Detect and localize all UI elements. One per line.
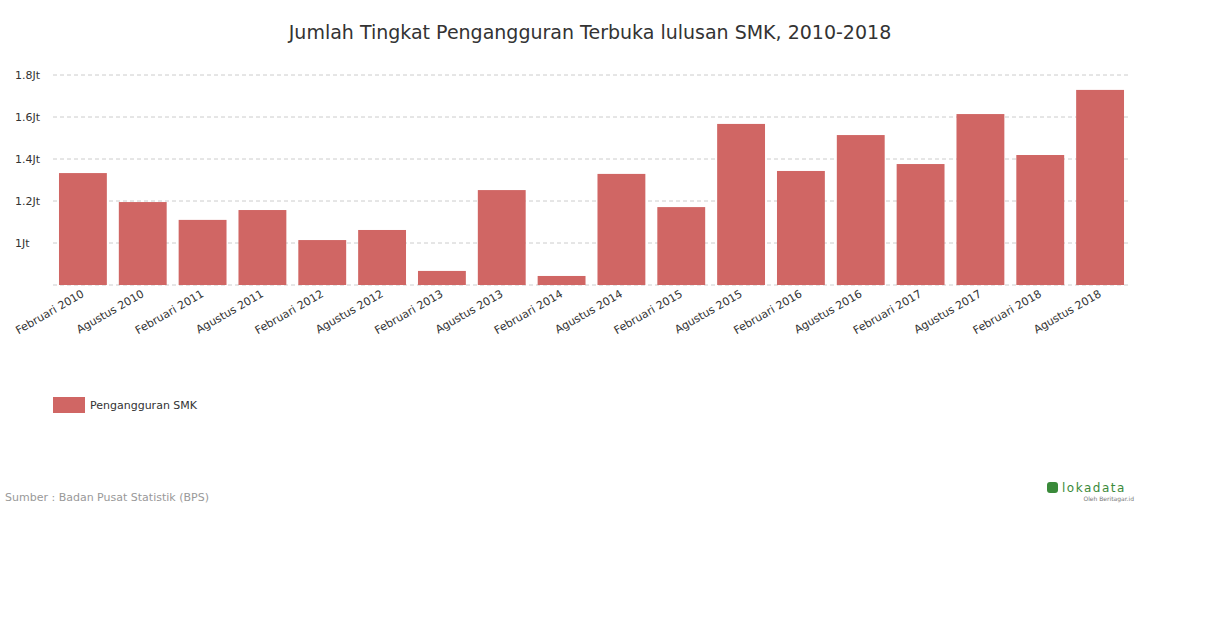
bar bbox=[179, 220, 227, 285]
x-tick-label: Februari 2017 bbox=[851, 287, 924, 337]
x-tick-label: Februari 2014 bbox=[492, 287, 565, 337]
bar bbox=[119, 202, 167, 285]
bar bbox=[478, 190, 526, 285]
bar bbox=[59, 173, 107, 285]
legend-label: Pengangguran SMK bbox=[90, 399, 198, 412]
bar bbox=[956, 114, 1004, 285]
bar bbox=[238, 210, 286, 285]
logo-icon bbox=[1047, 482, 1058, 493]
bar bbox=[777, 171, 825, 285]
legend-swatch bbox=[53, 397, 85, 413]
x-tick-label: Februari 2016 bbox=[731, 287, 804, 337]
bar bbox=[837, 135, 885, 285]
y-tick-label: 1.8Jt bbox=[15, 69, 41, 82]
y-tick-label: 1.6Jt bbox=[15, 111, 41, 124]
y-tick-label: 1.2Jt bbox=[15, 195, 41, 208]
bar bbox=[657, 207, 705, 285]
logo-subtext: Oleh Beritagar.id bbox=[1083, 495, 1134, 503]
bar bbox=[1016, 155, 1064, 285]
bar bbox=[897, 164, 945, 285]
bars bbox=[59, 90, 1124, 285]
source: Sumber : Badan Pusat Statistik (BPS) bbox=[5, 491, 209, 504]
bar bbox=[418, 271, 466, 285]
x-tick-label: Februari 2018 bbox=[971, 287, 1044, 337]
grid-line bbox=[53, 75, 1130, 76]
bar bbox=[538, 276, 586, 285]
x-tick-label: Februari 2012 bbox=[253, 287, 326, 337]
bar bbox=[717, 124, 765, 285]
y-tick-label: 1.4Jt bbox=[15, 153, 41, 166]
x-tick-label: Februari 2015 bbox=[612, 287, 685, 337]
y-tick-label: 1Jt bbox=[15, 237, 30, 250]
logo-text: lokadata bbox=[1062, 481, 1126, 495]
x-tick-label: Februari 2010 bbox=[13, 287, 86, 337]
bar bbox=[1076, 90, 1124, 285]
chart: Jumlah Tingkat Pengangguran Terbuka lulu… bbox=[0, 0, 1210, 628]
bar bbox=[597, 174, 645, 285]
bar bbox=[298, 240, 346, 285]
title: Jumlah Tingkat Pengangguran Terbuka lulu… bbox=[288, 21, 891, 43]
x-tick-label: Februari 2013 bbox=[372, 287, 445, 337]
x-tick-label: Februari 2011 bbox=[133, 287, 206, 337]
bar bbox=[358, 230, 406, 285]
x-tick-label: Agustus 2018 bbox=[1032, 287, 1104, 336]
